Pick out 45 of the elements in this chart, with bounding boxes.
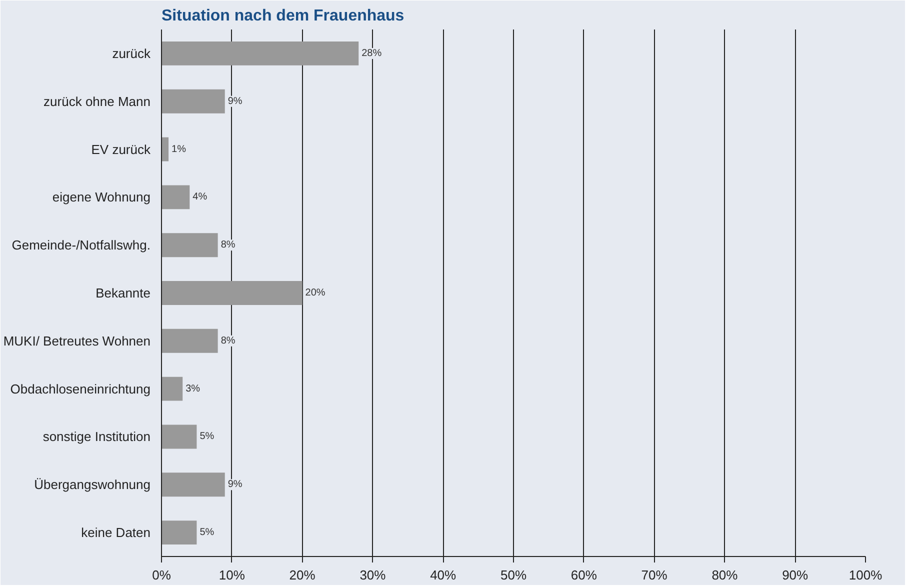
bar (162, 328, 218, 353)
bar (162, 89, 225, 114)
data-label: 9% (228, 96, 242, 107)
y-tick-label: Gemeinde-/Notfallswhg. (12, 238, 151, 253)
bar (162, 520, 197, 545)
data-label: 1% (172, 144, 186, 155)
data-label: 20% (305, 288, 326, 298)
x-tick-label: 10% (218, 568, 246, 582)
y-tick-label: eigene Wohnung (52, 190, 151, 205)
x-tick-label: 60% (570, 568, 598, 582)
x-tick-label: 20% (289, 568, 316, 582)
bar (162, 472, 225, 497)
bar (162, 137, 169, 162)
data-label: 28% (362, 48, 382, 59)
bar (162, 376, 183, 401)
data-label: 8% (220, 335, 236, 346)
y-tick-label: sonstige Institution (42, 429, 151, 444)
x-tick-label: 80% (712, 568, 738, 582)
bar (162, 233, 218, 258)
bar (162, 185, 190, 210)
data-label: 9% (228, 479, 242, 490)
data-label: 8% (220, 240, 236, 251)
data-label: 4% (192, 192, 208, 203)
y-tick-label: Obdachloseneinrichtung (10, 381, 151, 396)
data-label: 5% (200, 431, 214, 442)
bar (162, 41, 359, 66)
x-tick-label: 70% (641, 568, 668, 582)
x-tick-label: 40% (430, 568, 457, 582)
x-tick-label: 50% (500, 568, 527, 582)
y-tick-label: Übergangswohnung (34, 477, 151, 492)
y-tick-label: keine Daten (81, 525, 151, 540)
x-tick-label: 100% (848, 568, 883, 582)
bar (162, 424, 197, 449)
y-tick-label: Bekannte (96, 286, 151, 300)
y-tick-label: MUKI/ Betreutes Wohnen (3, 333, 151, 348)
data-label: 3% (186, 383, 200, 394)
y-tick-label: zurück (112, 46, 151, 61)
bar (162, 281, 302, 305)
data-label: 5% (200, 527, 214, 538)
y-tick-label: EV zurück (91, 142, 151, 157)
chart-title: Situation nach dem Frauenhaus (162, 8, 404, 24)
x-tick-label: 30% (360, 568, 386, 582)
y-tick-label: zurück ohne Mann (44, 94, 150, 109)
x-tick-label: 0% (152, 568, 172, 582)
x-tick-label: 90% (782, 568, 809, 582)
